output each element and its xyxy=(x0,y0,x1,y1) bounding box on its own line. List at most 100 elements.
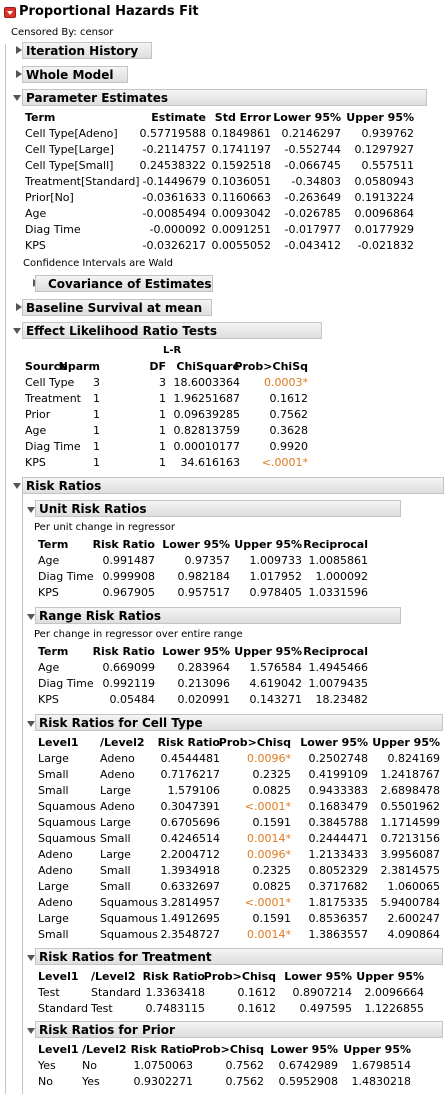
unit-risk-ratios-header[interactable]: Unit Risk Ratios xyxy=(35,500,401,517)
risk-ratios-header[interactable]: Risk Ratios xyxy=(22,477,444,494)
table-cell: -0.043412 xyxy=(284,239,341,252)
table-cell: <.0001* xyxy=(261,456,308,469)
column-header: Prob>ChiSq xyxy=(234,360,308,373)
whole-model-header[interactable]: Whole Model xyxy=(22,66,128,83)
table-cell: KPS xyxy=(38,586,59,599)
table-cell: Treatment xyxy=(25,392,81,405)
lr-tests-header[interactable]: Effect Likelihood Ratio Tests xyxy=(22,322,322,339)
column-header: Reciprocal xyxy=(303,538,368,551)
table-cell: 0.2325 xyxy=(252,864,292,877)
table-cell: 0.2444471 xyxy=(308,832,369,845)
column-header: Nparm xyxy=(58,360,100,373)
table-cell: 0.0096864 xyxy=(354,207,415,220)
table-cell: -0.026785 xyxy=(284,207,341,220)
disclosure-open-icon[interactable] xyxy=(13,328,21,334)
column-header: Lower 95% xyxy=(162,645,230,658)
table-cell: Large xyxy=(100,848,131,861)
table-cell: Large xyxy=(38,880,69,893)
disclosure-closed-icon[interactable] xyxy=(16,46,22,54)
table-cell: 0.1612 xyxy=(237,986,277,999)
parameter-estimates-header[interactable]: Parameter Estimates xyxy=(22,89,427,106)
table-cell: Large xyxy=(100,784,131,797)
disclosure-open-icon[interactable] xyxy=(13,95,21,101)
disclosure-open-icon[interactable] xyxy=(27,1028,35,1034)
table-cell: 0.1913224 xyxy=(354,191,415,204)
table-cell: 0.824169 xyxy=(387,752,441,765)
table-cell: 0.0091251 xyxy=(211,223,272,236)
table-cell: 0.0177929 xyxy=(354,223,415,236)
table-cell: 0.0825 xyxy=(252,880,292,893)
table-cell: 1 xyxy=(93,408,100,421)
table-cell: -0.34803 xyxy=(291,175,341,188)
censored-by-label: Censored By: censor xyxy=(11,27,114,38)
column-header: Risk Ratio xyxy=(142,970,205,983)
column-header: Prob>Chisq xyxy=(191,1043,264,1056)
disclosure-open-icon[interactable] xyxy=(27,614,35,620)
table-cell: 1.96251687 xyxy=(173,392,240,405)
table-cell: 1 xyxy=(93,440,100,453)
iteration-history-header[interactable]: Iteration History xyxy=(22,42,152,59)
red-triangle-menu-icon[interactable] xyxy=(4,7,16,18)
table-cell: 2.0096664 xyxy=(364,986,425,999)
table-cell: 1.3934918 xyxy=(160,864,221,877)
table-cell: 0.213096 xyxy=(177,677,231,690)
table-cell: 0.669099 xyxy=(102,661,156,674)
table-cell: 0.6332697 xyxy=(160,880,221,893)
table-cell: Small xyxy=(38,784,69,797)
table-cell: 0.939762 xyxy=(361,127,415,140)
baseline-survival-header[interactable]: Baseline Survival at mean xyxy=(22,299,212,316)
table-cell: Squamous xyxy=(100,896,158,909)
table-cell: 0.9302271 xyxy=(133,1075,194,1088)
table-cell: 0.4544481 xyxy=(160,752,221,765)
table-cell: 0.978405 xyxy=(249,586,303,599)
table-cell: Adeno xyxy=(100,800,135,813)
table-cell: 0.0055052 xyxy=(211,239,272,252)
table-cell: 0.0825 xyxy=(252,784,292,797)
table-cell: 0.0096* xyxy=(247,752,291,765)
table-cell: 0.2325 xyxy=(252,768,292,781)
table-cell: 4.619042 xyxy=(249,677,303,690)
disclosure-closed-icon[interactable] xyxy=(16,70,22,78)
table-cell: KPS xyxy=(25,456,46,469)
table-cell: -0.263649 xyxy=(284,191,341,204)
covariance-header[interactable]: Covariance of Estimates xyxy=(35,275,213,292)
table-cell: Large xyxy=(38,752,69,765)
disclosure-open-icon[interactable] xyxy=(27,721,35,727)
column-header: Upper 95% xyxy=(356,970,424,983)
table-cell: 1.060065 xyxy=(387,880,441,893)
cell-type-rr-header[interactable]: Risk Ratios for Cell Type xyxy=(35,714,443,731)
table-cell: 0.982184 xyxy=(177,570,231,583)
table-cell: 2.3548727 xyxy=(160,928,221,941)
table-cell: 1 xyxy=(159,440,166,453)
table-cell: 18.6003364 xyxy=(173,376,240,389)
column-header: Term xyxy=(25,111,56,124)
table-cell: Yes xyxy=(82,1075,100,1088)
column-header: ChiSquare xyxy=(176,360,240,373)
table-cell: 0.1591 xyxy=(252,912,292,925)
column-header: Risk Ratio xyxy=(92,645,155,658)
column-header: Risk Ratio xyxy=(130,1043,193,1056)
table-cell: 0.8536357 xyxy=(308,912,369,925)
table-cell: 0.6742989 xyxy=(278,1059,339,1072)
disclosure-open-icon[interactable] xyxy=(27,507,35,513)
table-cell: -0.017977 xyxy=(284,223,341,236)
table-cell: 0.0580943 xyxy=(354,175,415,188)
treatment-rr-header[interactable]: Risk Ratios for Treatment xyxy=(35,948,443,965)
column-header: Term xyxy=(38,645,69,658)
disclosure-open-icon[interactable] xyxy=(13,483,21,489)
prior-rr-header[interactable]: Risk Ratios for Prior xyxy=(35,1021,443,1038)
range-risk-ratios-header[interactable]: Range Risk Ratios xyxy=(35,607,401,624)
disclosure-closed-icon[interactable] xyxy=(16,303,22,311)
column-header: Term xyxy=(38,538,69,551)
disclosure-open-icon[interactable] xyxy=(27,955,35,961)
column-header: Source xyxy=(25,360,68,373)
table-cell: Squamous xyxy=(100,928,158,941)
range-note: Per change in regressor over entire rang… xyxy=(34,629,243,640)
table-cell: Age xyxy=(38,661,60,674)
table-cell: 0.7562 xyxy=(225,1059,265,1072)
table-cell: Large xyxy=(38,912,69,925)
column-header: /Level2 xyxy=(100,736,145,749)
table-cell: 0.992119 xyxy=(102,677,156,690)
table-cell: Cell Type[Adeno] xyxy=(25,127,118,140)
table-cell: No xyxy=(82,1059,97,1072)
